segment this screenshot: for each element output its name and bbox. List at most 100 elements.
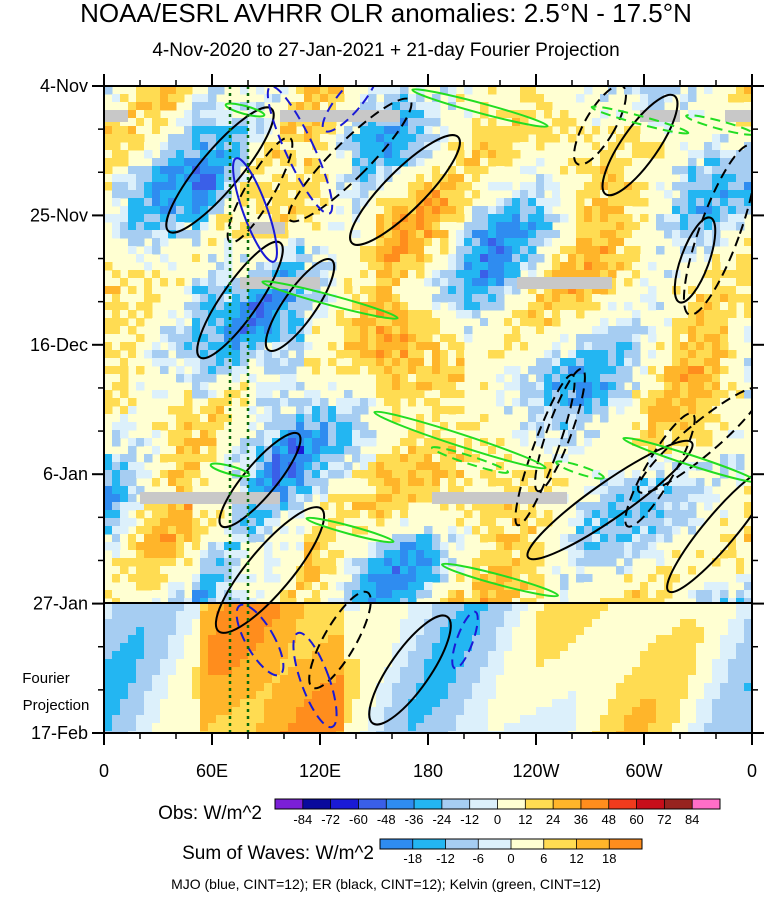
anomaly-cell [400,222,409,231]
anomaly-cell [624,262,633,271]
anomaly-cell [200,422,209,431]
projection-cell [744,667,752,676]
anomaly-cell [704,342,713,351]
anomaly-cell [488,542,497,551]
anomaly-cell [704,334,713,343]
anomaly-cell [632,310,641,319]
anomaly-cell [608,558,617,567]
anomaly-cell [648,518,657,527]
projection-cell [720,675,729,684]
anomaly-cell [432,574,441,583]
projection-cell [336,699,345,708]
projection-cell [344,675,353,684]
anomaly-cell [280,462,289,471]
anomaly-cell [344,86,353,95]
anomaly-cell [128,342,137,351]
projection-cell [576,659,585,668]
anomaly-cell [296,526,305,535]
anomaly-cell [400,478,409,487]
projection-cell [408,699,417,708]
projection-cell [456,635,465,644]
anomaly-cell [280,270,289,279]
anomaly-cell [456,422,465,431]
anomaly-cell [744,238,752,247]
projection-cell [272,683,281,692]
anomaly-cell [560,310,569,319]
anomaly-cell [512,318,521,327]
anomaly-cell [288,446,297,455]
anomaly-cell [336,510,345,519]
anomaly-cell [560,366,569,375]
projection-cell [592,667,601,676]
anomaly-cell [112,214,121,223]
anomaly-cell [408,390,417,399]
anomaly-cell [336,446,345,455]
anomaly-cell [504,334,513,343]
anomaly-cell [520,550,529,559]
projection-cell [432,683,441,692]
anomaly-cell [144,294,153,303]
anomaly-cell [344,278,353,287]
anomaly-cell [280,158,289,167]
projection-cell [152,659,161,668]
projection-cell [288,667,297,676]
anomaly-cell [648,438,657,447]
anomaly-cell [584,86,593,95]
anomaly-cell [440,374,449,383]
anomaly-cell [440,318,449,327]
anomaly-cell [232,142,241,151]
anomaly-cell [136,366,145,375]
anomaly-cell [208,334,217,343]
anomaly-cell [440,350,449,359]
projection-cell [336,619,345,628]
anomaly-cell [704,158,713,167]
anomaly-cell [712,118,721,127]
projection-cell [208,675,217,684]
anomaly-cell [112,118,121,127]
projection-cell [312,603,321,612]
anomaly-cell [152,582,161,591]
anomaly-cell [320,430,329,439]
anomaly-cell [296,478,305,487]
anomaly-cell [520,110,529,119]
anomaly-cell [200,478,209,487]
anomaly-cell [112,478,121,487]
anomaly-cell [696,222,705,231]
anomaly-cell [480,166,489,175]
anomaly-cell [544,358,553,367]
anomaly-cell [504,214,513,223]
anomaly-cell [728,254,737,263]
anomaly-cell [600,374,609,383]
anomaly-cell [424,582,433,591]
anomaly-cell [112,454,121,463]
anomaly-cell [520,430,529,439]
anomaly-cell [712,206,721,215]
anomaly-cell [304,470,313,479]
anomaly-cell [368,182,377,191]
projection-cell [656,643,665,652]
anomaly-cell [120,358,129,367]
anomaly-cell [696,406,705,415]
anomaly-cell [112,414,121,423]
anomaly-cell [584,518,593,527]
anomaly-cell [136,582,145,591]
projection-cell [424,603,433,612]
anomaly-cell [232,350,241,359]
projection-cell [456,643,465,652]
anomaly-cell [512,582,521,591]
anomaly-cell [472,374,481,383]
anomaly-cell [456,246,465,255]
projection-cell [720,659,729,668]
anomaly-cell [632,86,641,95]
projection-cell [488,659,497,668]
anomaly-cell [192,366,201,375]
anomaly-cell [304,462,313,471]
anomaly-cell [480,294,489,303]
anomaly-cell [576,526,585,535]
anomaly-cell [320,534,329,543]
anomaly-cell [176,286,185,295]
anomaly-cell [640,398,649,407]
anomaly-cell [144,398,153,407]
anomaly-cell [584,366,593,375]
anomaly-cell [120,278,129,287]
